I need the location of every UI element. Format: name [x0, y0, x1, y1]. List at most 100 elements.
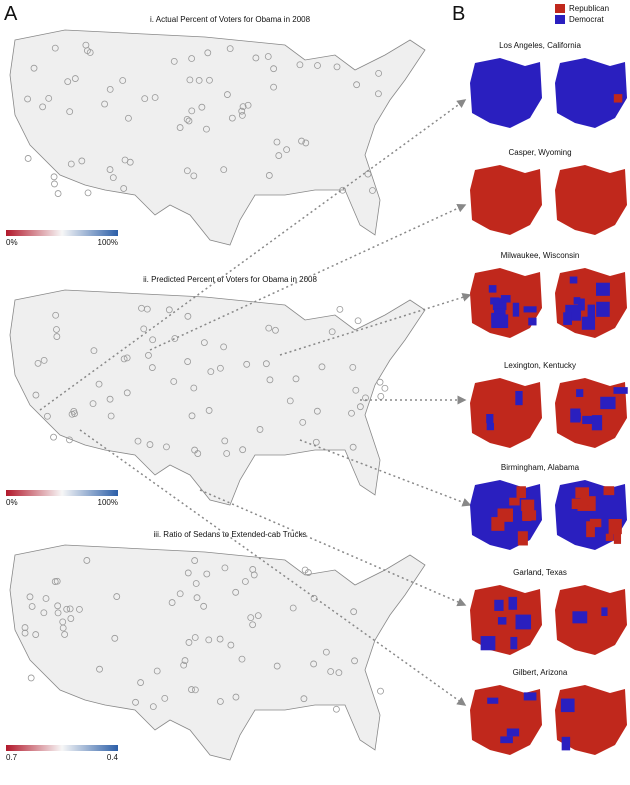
city-name: Gilbert, Arizona	[513, 668, 568, 677]
city-dot	[348, 409, 355, 417]
city-dot	[51, 44, 59, 52]
city-dot	[21, 624, 29, 631]
city-dot	[67, 615, 75, 622]
city-dot	[264, 53, 272, 60]
precinct	[517, 531, 528, 546]
city-dot	[206, 76, 213, 84]
us-outline	[9, 544, 426, 761]
city-dot	[300, 695, 308, 703]
city-dot	[84, 189, 92, 197]
precinct	[576, 389, 584, 397]
city-dot	[71, 75, 79, 82]
arrow	[79, 429, 467, 706]
city-dot	[30, 64, 38, 72]
city-dot	[184, 358, 192, 365]
precinct	[608, 518, 622, 535]
colorbar-label: 100%	[98, 498, 118, 507]
city-dot	[318, 363, 326, 371]
city-dot	[146, 441, 154, 448]
city-dot	[90, 347, 98, 355]
precinct	[578, 298, 585, 311]
precinct	[480, 636, 496, 651]
precinct	[613, 530, 622, 544]
city-dot	[181, 657, 189, 664]
precinct	[571, 498, 588, 510]
precinct	[596, 282, 610, 296]
city-dot	[54, 609, 62, 617]
city-dot	[266, 376, 274, 384]
city-dot	[221, 437, 229, 445]
city-dot	[190, 384, 198, 392]
precinct	[516, 486, 526, 499]
city-dot	[123, 389, 131, 397]
city-dot	[238, 107, 246, 115]
city-dot	[78, 157, 86, 165]
precinct	[605, 533, 614, 541]
city-dot	[232, 588, 240, 596]
city-dot	[243, 360, 251, 368]
city-dot	[82, 41, 90, 49]
city-dot	[194, 450, 202, 457]
precinct	[509, 497, 520, 506]
city-dot	[54, 190, 62, 197]
precinct	[600, 396, 616, 410]
city-dot	[223, 450, 231, 457]
precinct-map	[470, 585, 542, 655]
city-dot	[42, 595, 50, 602]
city-dot	[226, 45, 234, 53]
city-dot	[349, 443, 357, 451]
city-dot	[66, 108, 74, 116]
city-dot	[120, 185, 128, 192]
city-dot	[51, 578, 59, 585]
precinct	[486, 414, 494, 424]
legend-label: Republican	[569, 4, 609, 13]
city-dot	[185, 117, 193, 125]
city-dot	[254, 612, 262, 619]
city-dot	[332, 705, 340, 713]
precinct	[596, 301, 610, 317]
city-dot	[327, 668, 335, 675]
precinct	[572, 611, 588, 624]
city-dot	[283, 146, 291, 154]
city-dot	[61, 631, 69, 638]
precinct	[603, 486, 615, 496]
city-dot	[106, 86, 114, 93]
city-dot	[32, 631, 40, 638]
city-dot	[299, 418, 307, 426]
precinct-map	[555, 165, 627, 235]
precinct	[613, 387, 628, 394]
city-dot	[184, 569, 192, 577]
colorbar-label: 0%	[6, 498, 18, 507]
precinct-map	[470, 685, 542, 755]
precinct	[570, 408, 581, 423]
city-dot	[51, 180, 58, 188]
precinct	[560, 698, 575, 713]
city-dot	[26, 593, 34, 601]
city-dot	[272, 326, 279, 334]
precinct	[522, 510, 537, 521]
city-dot	[270, 83, 277, 91]
city-dot	[32, 391, 40, 399]
city-dot	[149, 336, 157, 344]
precinct-map	[555, 378, 628, 448]
map-title: i. Actual Percent of Voters for Obama in…	[150, 15, 311, 24]
precinct	[490, 297, 500, 305]
city-dot	[362, 394, 369, 402]
precinct	[515, 391, 523, 406]
city-dot	[352, 386, 360, 394]
precinct	[510, 636, 518, 650]
precinct	[586, 521, 595, 538]
precinct	[506, 728, 520, 737]
precinct	[487, 697, 499, 704]
city-dot	[353, 81, 361, 89]
precinct-area	[555, 378, 627, 448]
city-dot	[67, 160, 75, 168]
city-dot	[221, 564, 229, 572]
city-dot	[262, 360, 270, 368]
precinct-area	[470, 165, 542, 235]
city-dot	[193, 594, 201, 602]
city-dot	[151, 94, 159, 101]
city-dot	[350, 608, 358, 616]
city-dot	[217, 364, 224, 372]
precinct-area	[555, 585, 627, 655]
